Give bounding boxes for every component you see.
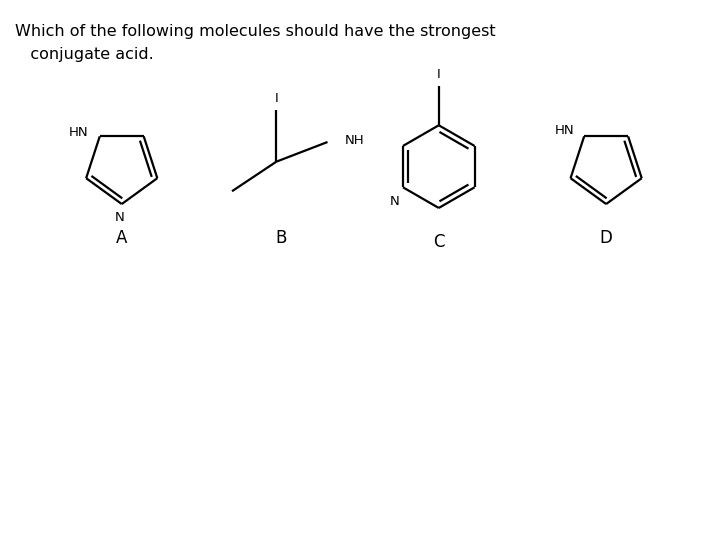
- Text: Which of the following molecules should have the strongest: Which of the following molecules should …: [15, 24, 496, 39]
- Text: D: D: [600, 230, 613, 247]
- Text: A: A: [116, 230, 127, 247]
- Text: HN: HN: [554, 124, 575, 137]
- Text: I: I: [274, 92, 278, 105]
- Text: C: C: [433, 233, 444, 252]
- Text: N: N: [390, 194, 400, 207]
- Text: N: N: [115, 211, 125, 224]
- Text: HN: HN: [68, 126, 88, 139]
- Text: NH: NH: [345, 133, 365, 146]
- Text: I: I: [437, 68, 441, 80]
- Text: B: B: [276, 230, 287, 247]
- Text: conjugate acid.: conjugate acid.: [15, 46, 154, 62]
